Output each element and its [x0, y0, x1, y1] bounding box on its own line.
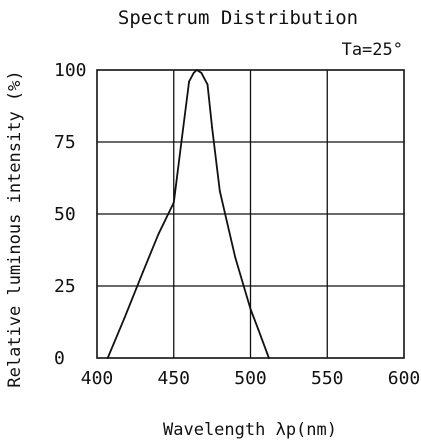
- x-tick-label-600: 600: [388, 368, 421, 389]
- data-point: [234, 256, 237, 259]
- x-tick-label-550: 550: [311, 368, 344, 389]
- y-tick-label-75: 75: [54, 132, 76, 153]
- data-point: [257, 328, 260, 331]
- x-tick-label-500: 500: [234, 368, 267, 389]
- x-axis-label: Wavelength λp(nm): [163, 420, 337, 440]
- data-point: [106, 357, 109, 359]
- temperature-annotation: Ta=25°: [342, 40, 403, 60]
- tick-labels: 400 450 500 550 600 0 25 50 75 100: [54, 60, 420, 389]
- y-tick-label-50: 50: [54, 204, 76, 225]
- data-point: [218, 190, 221, 192]
- data-point: [211, 126, 214, 129]
- data-point: [192, 72, 195, 74]
- y-tick-label-25: 25: [54, 276, 76, 297]
- x-tick-label-400: 400: [81, 368, 114, 389]
- data-point: [123, 316, 126, 319]
- data-point: [268, 357, 270, 359]
- y-axis-label: Relative luminous intensity (%): [5, 70, 25, 387]
- data-point: [180, 141, 183, 143]
- data-point: [142, 270, 145, 273]
- data-point: [172, 201, 175, 204]
- grid: [96, 69, 405, 359]
- data-point: [200, 72, 203, 74]
- chart-title: Spectrum Distribution: [118, 7, 358, 29]
- y-tick-label-0: 0: [54, 348, 65, 369]
- data-point: [188, 80, 191, 83]
- x-tick-label-450: 450: [157, 368, 190, 389]
- curve-layer: [106, 69, 270, 359]
- y-tick-label-100: 100: [54, 60, 87, 81]
- data-point: [157, 233, 160, 236]
- data-point: [249, 308, 252, 310]
- data-point: [195, 69, 198, 71]
- data-point: [206, 83, 209, 86]
